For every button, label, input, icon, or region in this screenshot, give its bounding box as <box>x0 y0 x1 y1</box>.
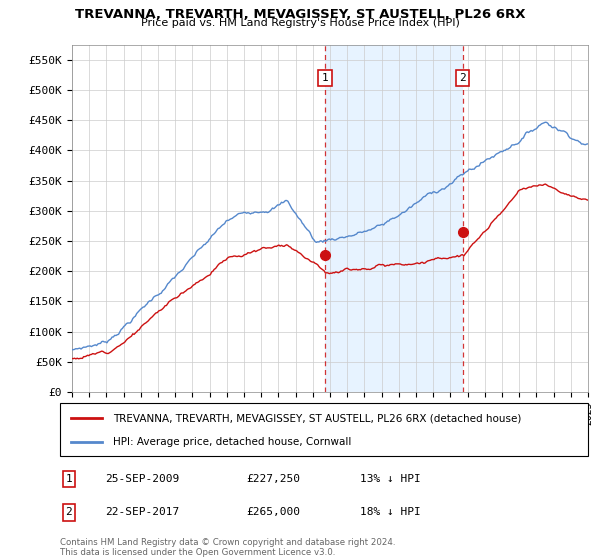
Text: 25-SEP-2009: 25-SEP-2009 <box>105 474 179 484</box>
Text: 13% ↓ HPI: 13% ↓ HPI <box>360 474 421 484</box>
Text: 2: 2 <box>460 73 466 83</box>
Text: 18% ↓ HPI: 18% ↓ HPI <box>360 507 421 517</box>
Text: 1: 1 <box>65 474 73 484</box>
Text: TREVANNA, TREVARTH, MEVAGISSEY, ST AUSTELL, PL26 6RX (detached house): TREVANNA, TREVARTH, MEVAGISSEY, ST AUSTE… <box>113 413 521 423</box>
Text: TREVANNA, TREVARTH, MEVAGISSEY, ST AUSTELL, PL26 6RX: TREVANNA, TREVARTH, MEVAGISSEY, ST AUSTE… <box>75 8 525 21</box>
Text: HPI: Average price, detached house, Cornwall: HPI: Average price, detached house, Corn… <box>113 436 351 446</box>
Text: Price paid vs. HM Land Registry's House Price Index (HPI): Price paid vs. HM Land Registry's House … <box>140 18 460 29</box>
FancyBboxPatch shape <box>60 403 588 456</box>
Text: Contains HM Land Registry data © Crown copyright and database right 2024.
This d: Contains HM Land Registry data © Crown c… <box>60 538 395 557</box>
Text: 1: 1 <box>322 73 329 83</box>
Text: 2: 2 <box>65 507 73 517</box>
Text: £265,000: £265,000 <box>246 507 300 517</box>
Text: 22-SEP-2017: 22-SEP-2017 <box>105 507 179 517</box>
Text: £227,250: £227,250 <box>246 474 300 484</box>
Bar <box>325 45 463 392</box>
